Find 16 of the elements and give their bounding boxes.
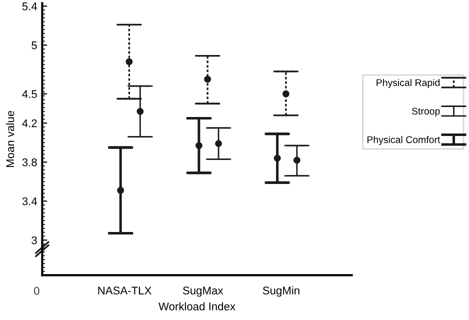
y-tick-label: 5 [32, 42, 37, 50]
legend-label: Stroop [412, 108, 440, 117]
x-tick-label: NASA-TLX [98, 286, 152, 294]
x-tick-label: SugMin [262, 286, 300, 297]
legend-label: Physical Rapid [376, 78, 440, 88]
y-axis-title: Moan value [6, 110, 14, 168]
y-tick-label: 3.8 [22, 158, 37, 166]
y-tick-label: 4.5 [22, 90, 37, 98]
y-tick-label: 4.2 [22, 119, 37, 128]
y-tick-label: 3.4 [22, 197, 38, 206]
x-tick-label: SugMax [182, 286, 224, 297]
y-tick-label: 3 [32, 236, 37, 244]
text: 0 [34, 286, 40, 295]
x-axis-title: Workload Index [158, 302, 236, 310]
legend-label: Physical Comfort [367, 136, 440, 146]
y-tick-label: 5.4 [22, 2, 38, 10]
